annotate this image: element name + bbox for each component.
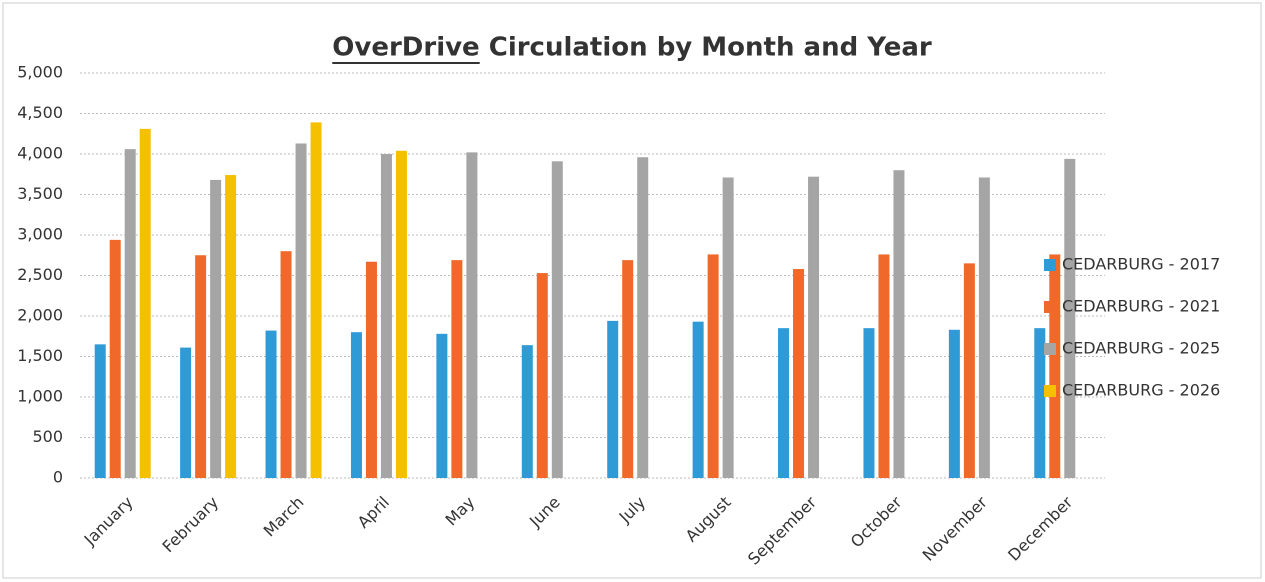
bar: [124, 149, 136, 478]
legend-label: CEDARBURG - 2026: [1062, 381, 1220, 400]
y-tick-label: 5,000: [17, 63, 63, 82]
bar: [607, 320, 619, 478]
bar: [1034, 328, 1046, 478]
bar: [863, 328, 875, 478]
bar: [395, 150, 407, 478]
y-tick-label: 1,500: [17, 346, 63, 365]
legend-label: CEDARBURG - 2017: [1062, 255, 1220, 274]
bar: [536, 273, 548, 478]
bar: [521, 345, 533, 478]
bar: [109, 239, 121, 478]
bar: [793, 269, 805, 478]
legend-label: CEDARBURG - 2021: [1062, 297, 1220, 316]
legend-swatch: [1044, 343, 1056, 355]
bar: [350, 332, 362, 478]
bar: [280, 251, 292, 478]
bar: [210, 179, 222, 479]
legend-swatch: [1044, 385, 1056, 397]
bar: [180, 347, 192, 478]
bar: [551, 161, 563, 479]
bar: [722, 177, 734, 479]
bar: [225, 175, 237, 478]
bar: [295, 143, 307, 478]
legend-label: CEDARBURG - 2025: [1062, 339, 1220, 358]
bar: [436, 333, 448, 478]
bar: [195, 255, 207, 478]
bar: [778, 328, 790, 478]
bar: [1064, 158, 1076, 479]
bar: [365, 261, 377, 478]
bar: [978, 177, 990, 479]
bar: [948, 329, 960, 478]
bar: [310, 122, 322, 478]
bar: [1049, 254, 1061, 478]
bar: [808, 176, 820, 478]
bar: [637, 157, 649, 479]
bar: [622, 260, 634, 478]
y-tick-label: 2,000: [17, 306, 63, 325]
bar: [963, 263, 975, 478]
chart-title: OverDrive Circulation by Month and Year: [332, 33, 932, 63]
y-tick-label: 4,500: [17, 103, 63, 122]
y-tick-label: 0: [53, 468, 63, 487]
legend-swatch: [1044, 301, 1056, 313]
bar: [893, 170, 905, 478]
bar: [265, 330, 277, 478]
y-tick-label: 1,000: [17, 387, 63, 406]
y-tick-label: 3,500: [17, 184, 63, 203]
bar: [451, 260, 463, 478]
y-tick-label: 3,000: [17, 225, 63, 244]
y-tick-label: 4,000: [17, 144, 63, 163]
y-tick-label: 500: [32, 427, 63, 446]
bar: [94, 344, 106, 478]
y-tick-label: 2,500: [17, 265, 63, 284]
legend-swatch: [1044, 259, 1056, 271]
bar: [380, 154, 392, 478]
bar: [466, 152, 478, 478]
bar: [707, 254, 719, 478]
bar: [878, 254, 890, 478]
bar: [139, 128, 151, 478]
bar: [692, 321, 704, 478]
